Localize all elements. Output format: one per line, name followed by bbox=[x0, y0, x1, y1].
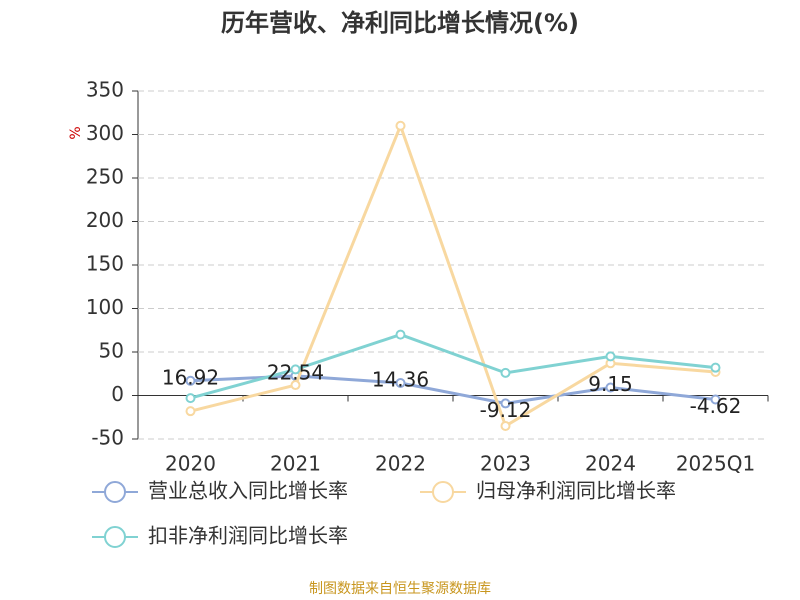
series-line bbox=[190, 374, 716, 405]
point bbox=[500, 398, 511, 409]
y-tick-label: 100 bbox=[86, 295, 124, 319]
chart-title: 历年营收、净利同比增长情况(%) bbox=[221, 9, 579, 37]
data-label: -9.12 bbox=[480, 398, 532, 422]
x-tick-label: 2020 bbox=[165, 452, 216, 476]
y-tick-label: 150 bbox=[86, 252, 124, 276]
point bbox=[395, 120, 406, 131]
point bbox=[500, 420, 511, 431]
legend-marker bbox=[104, 526, 126, 548]
point bbox=[290, 364, 301, 375]
x-tick-label: 2022 bbox=[375, 452, 426, 476]
legend-label: 扣非净利润同比增长率 bbox=[148, 524, 348, 548]
y-tick-label: 0 bbox=[111, 382, 124, 406]
point bbox=[395, 329, 406, 340]
y-tick-label: 200 bbox=[86, 208, 124, 232]
data-label: 14.36 bbox=[372, 368, 429, 392]
y-tick-label: 250 bbox=[86, 165, 124, 189]
data-label: 9.15 bbox=[588, 372, 633, 396]
x-tick-label: 2025Q1 bbox=[676, 452, 755, 476]
y-axis-label: % bbox=[68, 126, 84, 139]
legend-marker bbox=[432, 481, 454, 503]
series-line bbox=[190, 333, 716, 400]
legend-label: 营业总收入同比增长率 bbox=[148, 479, 348, 503]
y-tick-label: 300 bbox=[86, 121, 124, 145]
x-tick-label: 2021 bbox=[270, 452, 321, 476]
data-label: 16.92 bbox=[162, 365, 219, 389]
point bbox=[185, 406, 196, 417]
x-tick-label: 2023 bbox=[480, 452, 531, 476]
data-label: -4.62 bbox=[690, 394, 742, 418]
source-note: 制图数据来自恒生聚源数据库 bbox=[309, 581, 491, 597]
point bbox=[605, 382, 616, 393]
series-line bbox=[190, 121, 716, 429]
point bbox=[185, 375, 196, 386]
legend-marker bbox=[104, 481, 126, 503]
point bbox=[605, 351, 616, 362]
data-label: 22.54 bbox=[267, 360, 324, 384]
y-tick-label: 50 bbox=[99, 339, 124, 363]
point bbox=[185, 393, 196, 404]
point bbox=[395, 378, 406, 389]
x-tick-label: 2024 bbox=[585, 452, 636, 476]
y-tick-label: -50 bbox=[91, 426, 124, 450]
point bbox=[710, 362, 721, 373]
y-tick-label: 350 bbox=[86, 78, 124, 102]
legend-label: 归母净利润同比增长率 bbox=[476, 479, 676, 503]
point bbox=[290, 380, 301, 391]
point bbox=[500, 367, 511, 378]
point bbox=[710, 394, 721, 405]
